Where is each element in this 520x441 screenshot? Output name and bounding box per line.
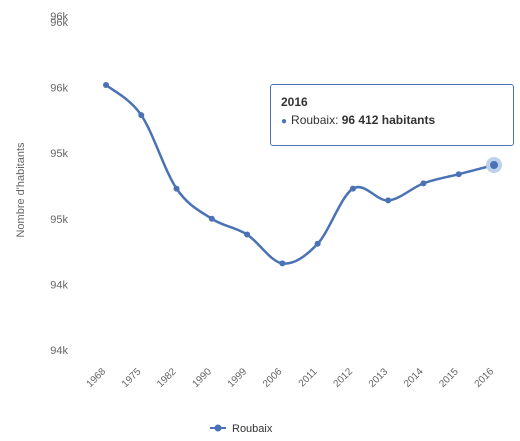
y-axis-title: Nombre d'habitants <box>15 142 27 238</box>
data-point[interactable] <box>244 231 251 238</box>
x-axis-ticks: 1968 1975 1982 1990 1999 2006 2011 2012 2013 2014… <box>85 366 497 390</box>
x-tick-label: 2014 <box>402 366 426 390</box>
x-tick-label: 2016 <box>473 366 497 390</box>
legend[interactable]: Roubaix <box>210 423 273 435</box>
data-point[interactable] <box>138 112 145 119</box>
x-tick-label: 1968 <box>85 366 109 390</box>
data-point[interactable] <box>103 81 109 88</box>
y-tick-label: 95k <box>50 214 68 226</box>
data-point-highlighted[interactable] <box>486 157 502 174</box>
x-tick-label: 2013 <box>367 366 391 390</box>
y-tick-label: 96k <box>50 83 68 95</box>
tooltip-value: 96 412 habitants <box>341 113 436 127</box>
data-point[interactable] <box>349 185 356 192</box>
data-point[interactable] <box>279 260 286 267</box>
y-tick-label: 95k <box>50 148 68 160</box>
y-axis-title-group: Nombre d'habitants <box>15 142 27 238</box>
data-point[interactable] <box>385 197 392 204</box>
x-tick-label: 1990 <box>190 366 214 390</box>
legend-dot-marker <box>214 424 222 432</box>
series-points <box>103 81 502 267</box>
y-tick-label-top: 96k <box>50 11 68 23</box>
data-point[interactable] <box>314 240 321 247</box>
tooltip-row: ● Roubaix: 96 412 habitants <box>281 113 436 127</box>
tooltip-series-marker: ● <box>281 116 288 127</box>
y-tick-label: 96k <box>50 17 68 29</box>
tooltip-series-name: Roubaix <box>291 113 336 127</box>
x-tick-label: 1999 <box>226 366 250 390</box>
x-tick-label: 2015 <box>437 366 461 390</box>
x-tick-label: 1982 <box>155 366 179 390</box>
y-tick-label: 94k <box>50 279 68 291</box>
data-point[interactable] <box>455 171 462 178</box>
x-tick-label: 2011 <box>297 366 320 389</box>
data-point[interactable] <box>420 180 427 187</box>
x-tick-label: 2006 <box>261 366 285 390</box>
tooltip-year: 2016 <box>281 95 308 109</box>
y-tick-label: 94k <box>50 345 68 357</box>
legend-label[interactable]: Roubaix <box>232 423 273 435</box>
data-point[interactable] <box>208 215 215 222</box>
data-point[interactable] <box>173 185 180 192</box>
x-tick-label: 1975 <box>120 366 144 390</box>
x-tick-label: 2012 <box>332 366 356 390</box>
tooltip: 2016 ● Roubaix: 96 412 habitants <box>270 84 514 146</box>
